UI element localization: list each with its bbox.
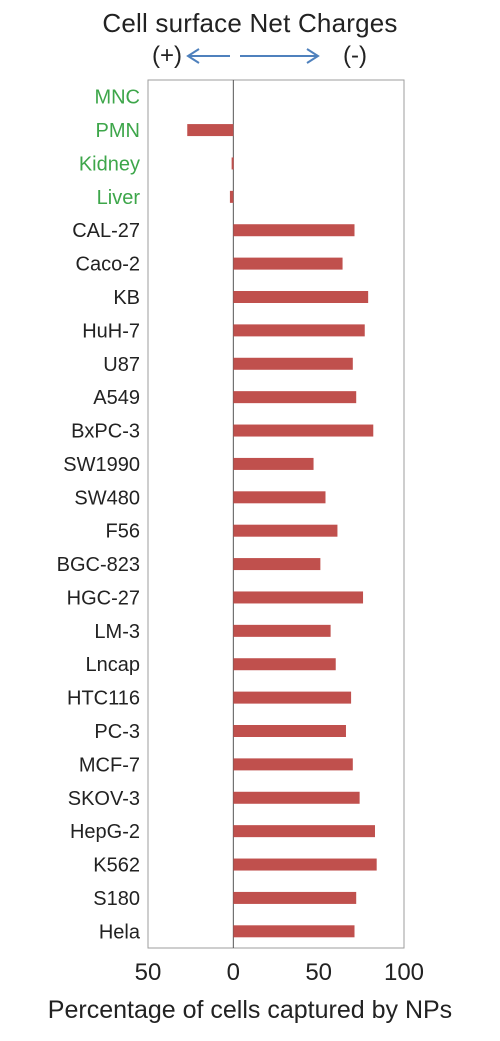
bar-lncap bbox=[233, 658, 336, 671]
category-labels: MNC PMN Kidney Liver CAL-27 Caco-2 KB HuH-7 U87 A… bbox=[57, 87, 141, 944]
x-tick-label: 0 bbox=[227, 959, 240, 986]
bar-lm-3 bbox=[233, 624, 331, 637]
charge-direction-arrows bbox=[186, 48, 320, 64]
category-label: HTC116 bbox=[67, 688, 140, 710]
bar-mcf-7 bbox=[233, 758, 353, 771]
bar-hepg-2 bbox=[233, 825, 375, 838]
bar-liver bbox=[229, 190, 234, 203]
category-label: PC-3 bbox=[94, 721, 140, 743]
plot-frame bbox=[147, 79, 405, 949]
category-label: Liver bbox=[97, 187, 141, 209]
bar-sw1990 bbox=[233, 457, 314, 470]
category-label: HGC-27 bbox=[67, 587, 140, 609]
bar-sw480 bbox=[233, 491, 326, 504]
category-label: HuH-7 bbox=[82, 320, 140, 342]
category-label: A549 bbox=[93, 387, 140, 409]
category-label: PMN bbox=[96, 120, 140, 142]
bar-caco-2 bbox=[233, 257, 343, 270]
bar-cal-27 bbox=[233, 224, 355, 237]
right-arrow-head bbox=[306, 48, 320, 64]
bar-k562 bbox=[233, 858, 377, 871]
category-label: BxPC-3 bbox=[71, 421, 140, 443]
category-label: MCF-7 bbox=[79, 754, 140, 776]
category-label: MNC bbox=[94, 87, 140, 109]
category-label: LM-3 bbox=[94, 621, 140, 643]
category-label: S180 bbox=[93, 888, 140, 910]
chart-title: Cell surface Net Charges bbox=[102, 8, 398, 38]
left-arrow-head bbox=[186, 48, 200, 64]
category-label: KB bbox=[113, 287, 140, 309]
bar-pc-3 bbox=[233, 725, 346, 737]
category-label: CAL-27 bbox=[72, 220, 140, 242]
category-label: SKOV-3 bbox=[68, 788, 140, 810]
positive-charge-label: (+) bbox=[152, 42, 182, 69]
category-label: U87 bbox=[103, 354, 140, 376]
bar-bxpc-3 bbox=[233, 424, 374, 437]
x-tick-label: 100 bbox=[384, 959, 424, 986]
bar-hela bbox=[233, 925, 355, 938]
category-label: HepG-2 bbox=[70, 821, 140, 843]
bar-bgc-823 bbox=[233, 558, 321, 571]
category-label: SW1990 bbox=[63, 454, 140, 476]
category-label: Lncap bbox=[86, 654, 141, 676]
bars-group bbox=[187, 124, 377, 938]
category-label: Hela bbox=[99, 921, 141, 943]
bar-kb bbox=[233, 291, 369, 303]
category-label: F56 bbox=[106, 521, 140, 543]
bar-s180 bbox=[233, 891, 357, 904]
bar-a549 bbox=[233, 391, 357, 404]
category-label: BGC-823 bbox=[57, 554, 140, 576]
bar-f56 bbox=[233, 524, 338, 537]
category-label: Kidney bbox=[79, 153, 140, 175]
x-tick-labels: 50 0 50 100 bbox=[135, 959, 424, 986]
category-label: K562 bbox=[93, 855, 140, 877]
bar-pmn bbox=[187, 124, 234, 137]
negative-charge-label: (-) bbox=[343, 42, 367, 69]
x-tick-label: 50 bbox=[305, 959, 332, 986]
bar-huh-7 bbox=[233, 324, 365, 337]
bar-u87 bbox=[233, 357, 353, 370]
bar-hgc-27 bbox=[233, 591, 364, 604]
bar-htc116 bbox=[233, 691, 352, 704]
category-label: Caco-2 bbox=[76, 254, 140, 276]
x-axis-label: Percentage of cells captured by NPs bbox=[47, 996, 453, 1024]
x-tick-label: 50 bbox=[135, 959, 162, 986]
category-label: SW480 bbox=[74, 487, 140, 509]
bar-kidney bbox=[231, 157, 234, 170]
bar-skov-3 bbox=[233, 791, 360, 804]
